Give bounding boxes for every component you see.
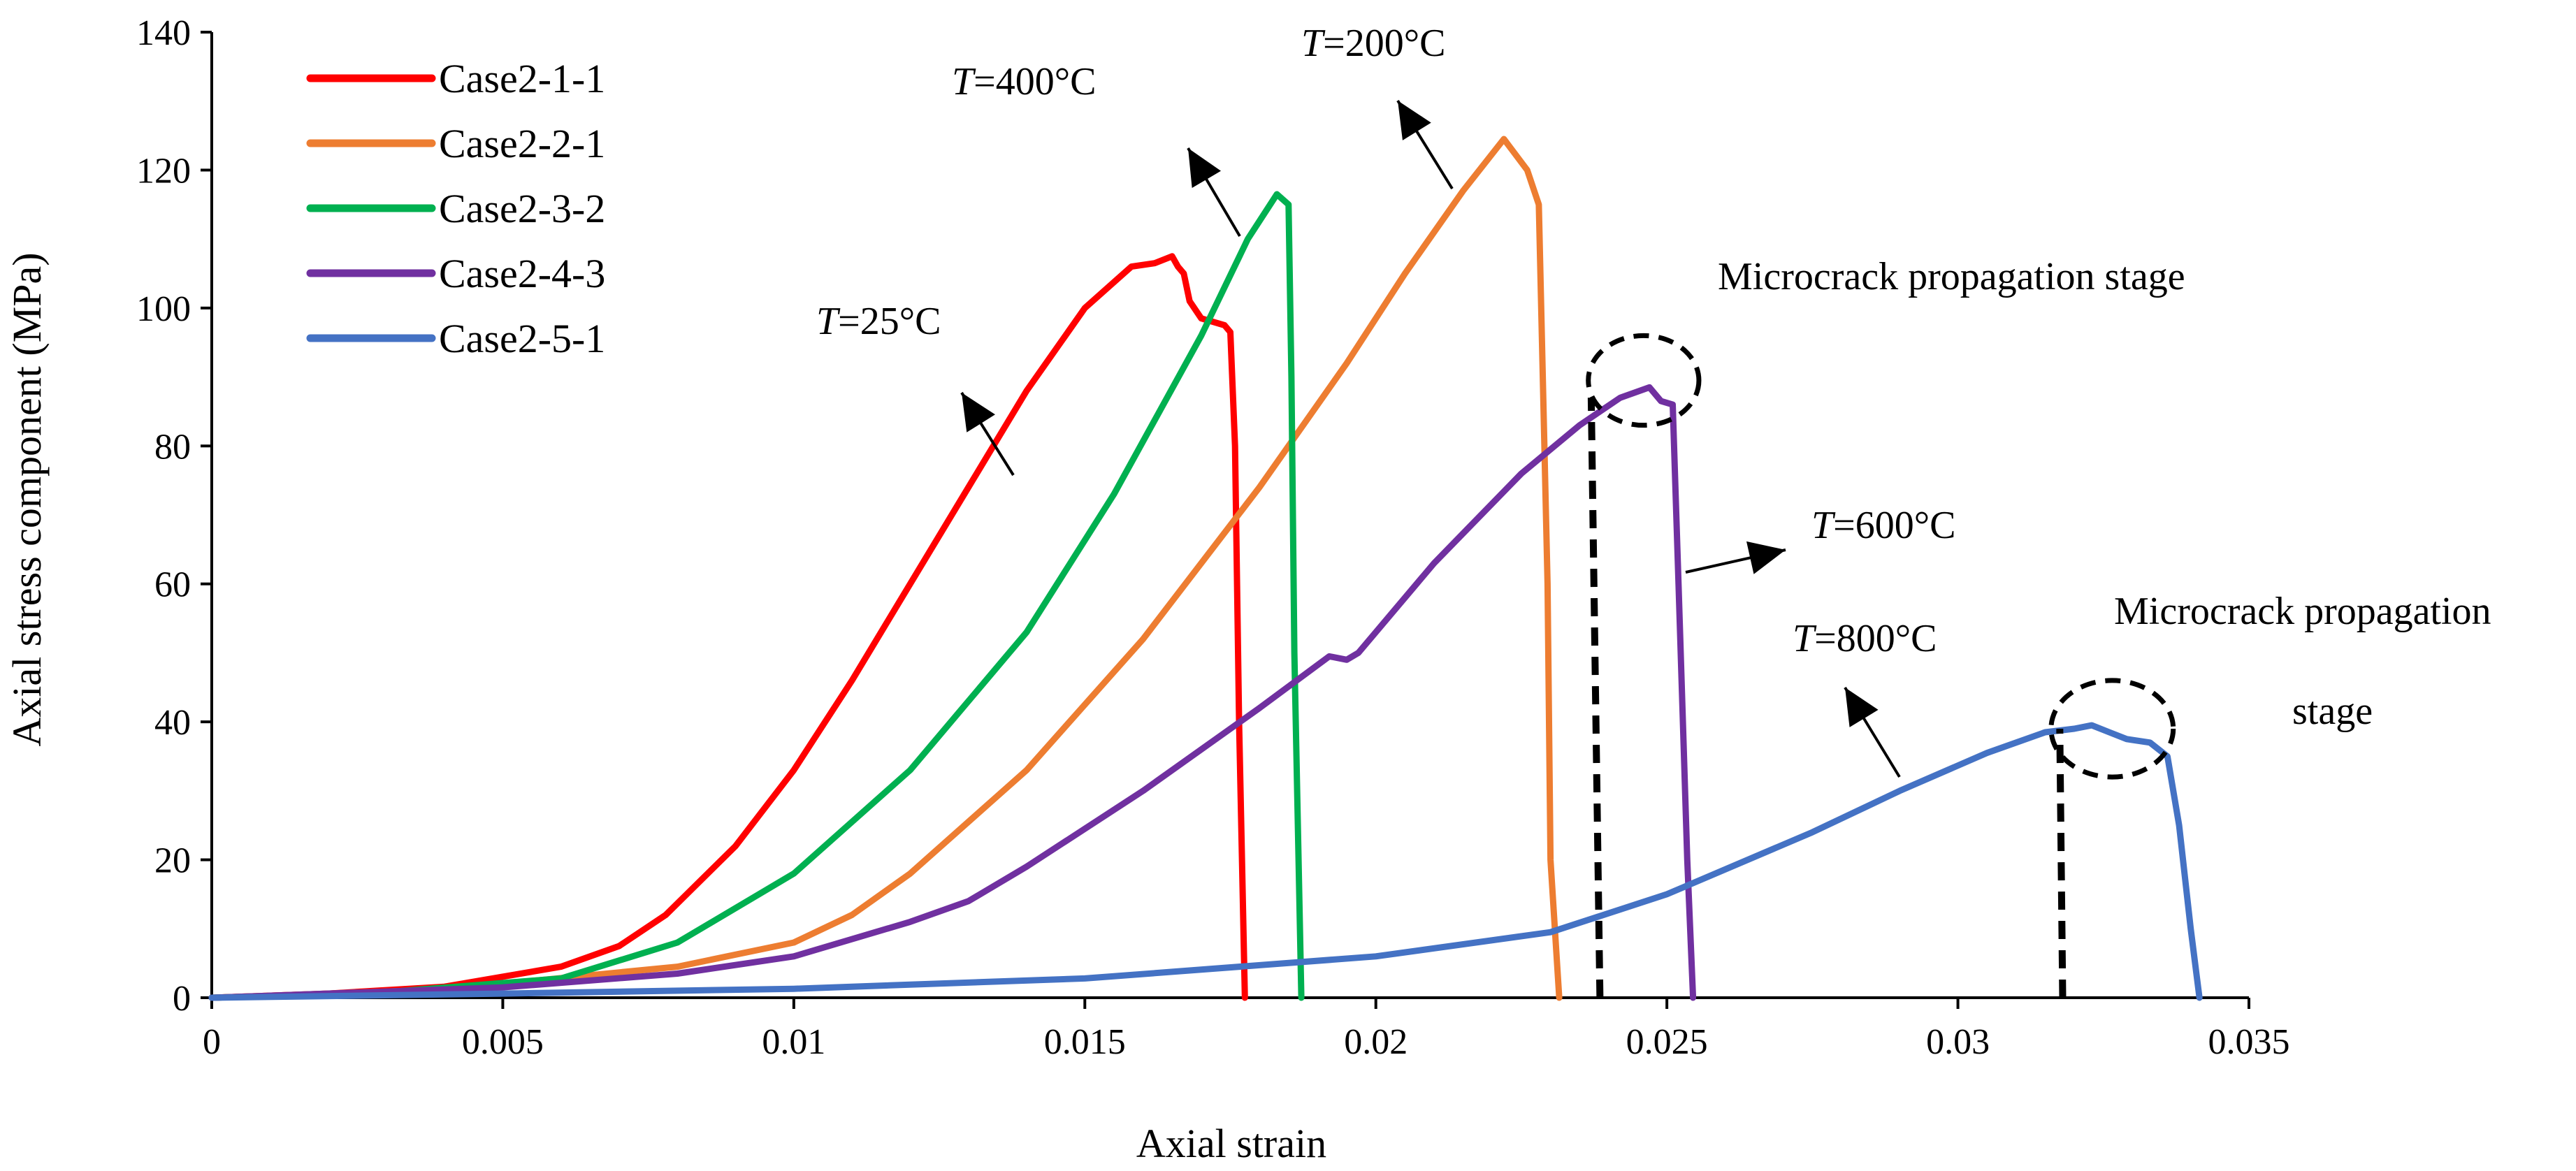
annotation-t800: T=800°C	[1793, 617, 1937, 660]
t-symbol: T	[1301, 22, 1326, 65]
x-tick-label: 0.005	[462, 1022, 544, 1062]
series-line-case2-1-1	[208, 253, 1248, 1001]
axes	[210, 32, 2249, 999]
annotation-t200: T=200°C	[1301, 22, 1445, 65]
t-symbol: T	[952, 60, 976, 103]
y-tick-label: 120	[136, 151, 191, 191]
arrow-t600-head	[1746, 541, 1786, 574]
annotation-microcrack-1: Microcrack propagation stage	[1718, 255, 2185, 298]
y-axis-title: Axial stress component (MPa)	[4, 252, 50, 746]
ticks: 0 20 40 60 80 100 120 140 0 0.005 0.01 0.015 0.02 0.0…	[136, 13, 2290, 1062]
legend-label: Case2-3-2	[439, 186, 605, 231]
annotation-t400: T=400°C	[952, 60, 1096, 103]
legend: Case2-1-1 Case2-2-1 Case2-3-2 Case2-4-3 Case…	[306, 56, 605, 361]
annotation-microcrack-2-line1: Microcrack propagation	[2114, 590, 2491, 633]
t800-value: =800°C	[1814, 617, 1937, 660]
dashed-marker-line	[1587, 398, 1604, 998]
y-tick-label: 140	[136, 13, 191, 53]
dashed-marker-line	[2056, 728, 2067, 998]
t-symbol: T	[1811, 504, 1836, 547]
y-tick-label: 20	[154, 841, 191, 881]
x-tick-label: 0.03	[1926, 1022, 1990, 1062]
x-tick-label: 0.02	[1344, 1022, 1408, 1062]
arrow-t400-head	[1188, 148, 1222, 188]
x-axis-title: Axial strain	[1136, 1121, 1326, 1166]
x-tick-label: 0	[203, 1022, 221, 1062]
y-tick-label: 0	[173, 979, 191, 1019]
arrow-t800-head	[1845, 688, 1879, 727]
x-tick-label: 0.035	[2208, 1022, 2290, 1062]
markers-layer	[1586, 333, 2176, 998]
annotation-t25: T=25°C	[816, 300, 941, 343]
y-tick-label: 60	[154, 565, 191, 605]
microcrack-ellipse	[2048, 678, 2176, 780]
legend-label: Case2-4-3	[439, 251, 605, 296]
series-layer	[208, 136, 2203, 1001]
y-tick-label: 40	[154, 703, 191, 743]
x-tick-label: 0.01	[762, 1022, 825, 1062]
x-tick-label: 0.015	[1044, 1022, 1126, 1062]
arrow-t25-head	[962, 393, 995, 432]
y-tick-label: 100	[136, 289, 191, 329]
t600-value: =600°C	[1833, 504, 1955, 547]
t200-value: =200°C	[1323, 22, 1445, 65]
annotation-microcrack-2-line2: stage	[2292, 690, 2373, 733]
series-line-case2-4-3	[208, 384, 1697, 1001]
series-line-case2-2-1	[208, 136, 1563, 1001]
y-tick-label: 80	[154, 427, 191, 467]
arrow-t200-head	[1398, 101, 1431, 140]
legend-label: Case2-5-1	[439, 316, 605, 361]
annotation-t600: T=600°C	[1811, 504, 1955, 547]
t-symbol: T	[816, 300, 841, 343]
microcrack-ellipse	[1586, 333, 1702, 428]
x-tick-label: 0.025	[1626, 1022, 1708, 1062]
t-symbol: T	[1793, 617, 1817, 660]
legend-label: Case2-2-1	[439, 121, 605, 166]
arrows-layer	[960, 99, 1901, 778]
legend-label: Case2-1-1	[439, 56, 605, 101]
series-line-case2-5-1	[208, 722, 2203, 1001]
series-line-case2-3-2	[208, 191, 1305, 1001]
t25-value: =25°C	[838, 300, 941, 343]
t400-value: =400°C	[974, 60, 1096, 103]
